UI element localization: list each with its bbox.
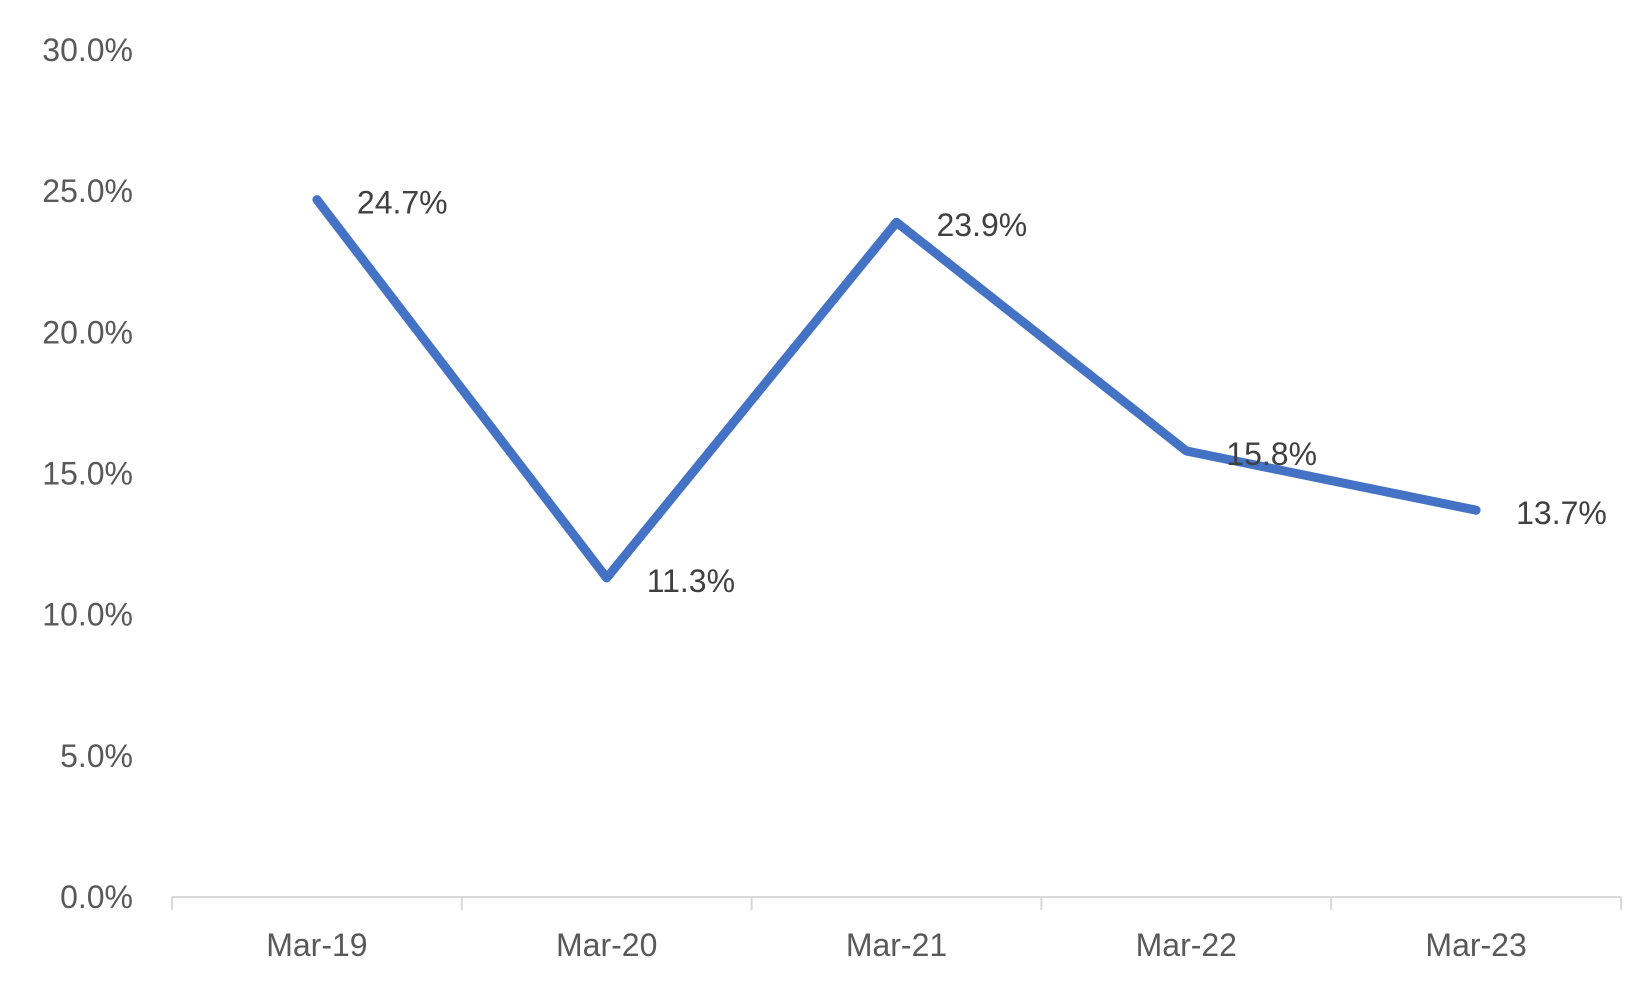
x-tick-label: Mar-21	[846, 927, 947, 963]
series-line	[312, 195, 1481, 583]
x-tick-label: Mar-20	[556, 927, 657, 963]
y-tick-label: 10.0%	[42, 597, 133, 633]
y-tick-label: 0.0%	[60, 879, 133, 915]
data-label: 23.9%	[937, 207, 1028, 243]
y-tick-label: 30.0%	[42, 32, 133, 68]
y-tick-label: 25.0%	[42, 173, 133, 209]
data-label: 24.7%	[357, 185, 448, 221]
data-label: 15.8%	[1226, 436, 1317, 472]
data-labels: 24.7% 11.3% 23.9% 15.8% 13.7%	[357, 185, 1607, 599]
x-axis	[171, 896, 1622, 910]
y-tick-label: 5.0%	[60, 738, 133, 774]
x-tick-label: Mar-22	[1136, 927, 1237, 963]
series-line-group	[312, 195, 1481, 583]
y-tick-label: 20.0%	[42, 314, 133, 350]
data-label: 11.3%	[647, 563, 735, 599]
y-tick-label: 15.0%	[42, 456, 133, 492]
x-tick-label: Mar-23	[1425, 927, 1526, 963]
x-tick-label: Mar-19	[266, 927, 367, 963]
x-axis-tick-labels: Mar-19 Mar-20 Mar-21 Mar-22 Mar-23	[266, 927, 1527, 963]
data-label: 13.7%	[1516, 495, 1607, 531]
y-axis-tick-labels: 0.0% 5.0% 10.0% 15.0% 20.0% 25.0% 30.0%	[42, 32, 133, 915]
